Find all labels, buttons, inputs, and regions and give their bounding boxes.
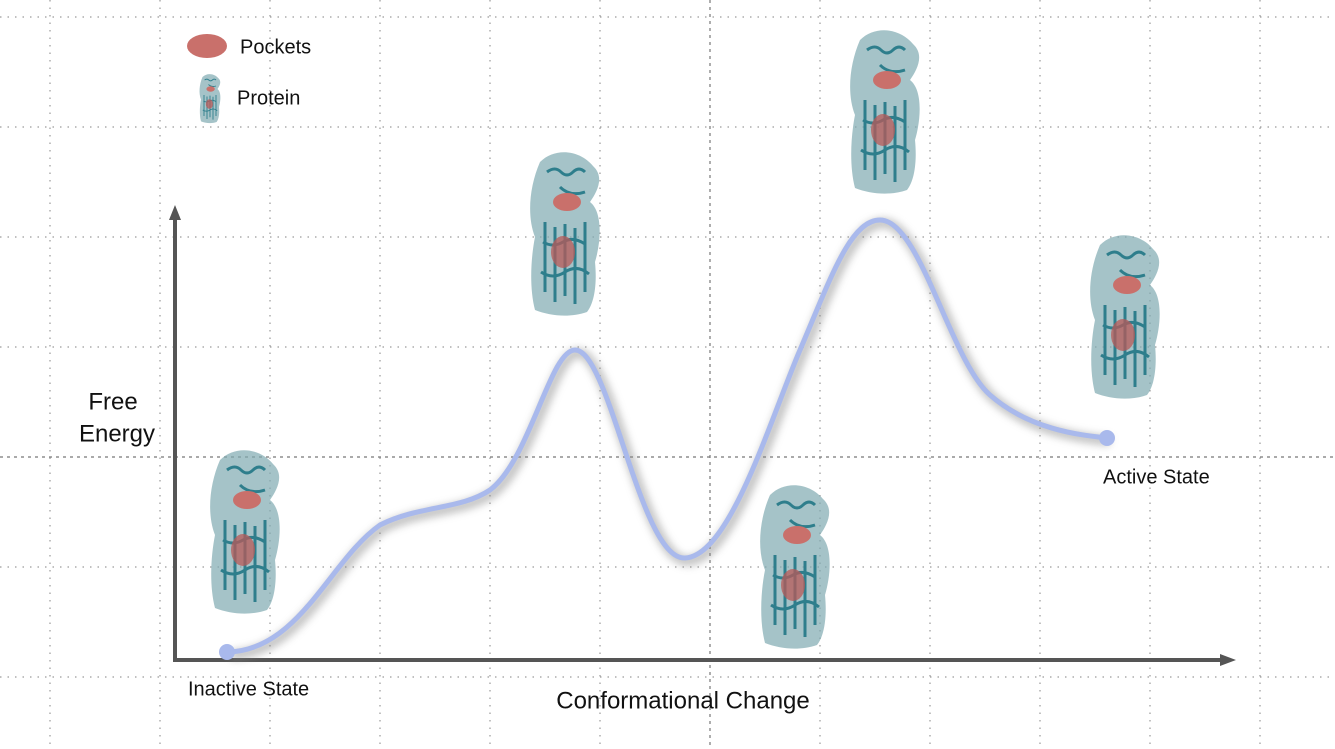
axes bbox=[169, 205, 1236, 666]
y-axis-label: Free bbox=[88, 388, 137, 415]
state-label: Active State bbox=[1103, 466, 1210, 488]
legend: Pockets Protein bbox=[187, 34, 311, 124]
state-label: Inactive State bbox=[188, 678, 309, 700]
x-axis-label: Conformational Change bbox=[556, 687, 810, 714]
energy-curve bbox=[219, 217, 1115, 660]
y-axis-label: Energy bbox=[79, 420, 155, 447]
pocket-icon bbox=[187, 34, 227, 58]
legend-label: Protein bbox=[237, 87, 300, 109]
legend-label: Pockets bbox=[240, 36, 311, 58]
protein-icon bbox=[199, 73, 221, 124]
